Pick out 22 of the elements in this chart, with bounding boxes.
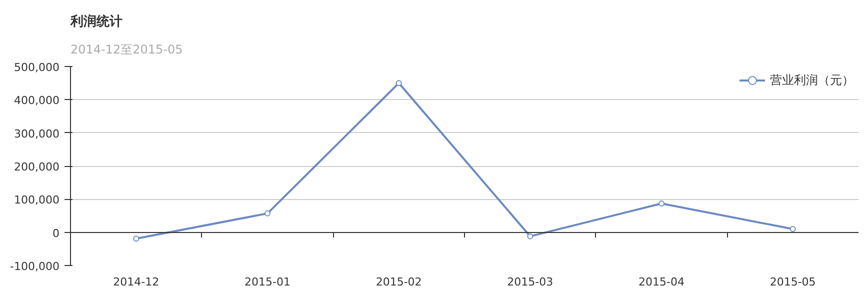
y-tick-label: 300,000 xyxy=(14,127,60,140)
y-tick-label: 200,000 xyxy=(14,160,60,174)
point xyxy=(133,236,140,242)
y-tick-label: 500,000 xyxy=(14,61,60,74)
point xyxy=(658,200,664,206)
y-tick-label: 0 xyxy=(52,226,60,240)
point xyxy=(527,233,534,240)
chart-subtitle: 2014-12至2015-05 xyxy=(70,42,183,56)
x-tick-label: 2015-05 xyxy=(770,276,816,288)
point xyxy=(790,226,796,232)
y-tick-label: 400,000 xyxy=(14,94,60,108)
y-tick-label: -100,000 xyxy=(10,260,60,273)
x-tick-label: 2015-04 xyxy=(638,276,684,288)
chart-title: 利润统计 xyxy=(70,14,122,30)
x-tick-label: 2015-02 xyxy=(376,276,422,288)
x-tick-label: 2015-01 xyxy=(244,276,290,288)
legend-label: 营业利润（元） xyxy=(770,72,854,88)
point xyxy=(396,80,402,86)
x-tick-label: 2015-03 xyxy=(507,276,554,288)
point xyxy=(264,210,270,216)
x-tick-label: 2014-12 xyxy=(113,276,160,288)
y-tick-label: 100,000 xyxy=(14,194,60,207)
